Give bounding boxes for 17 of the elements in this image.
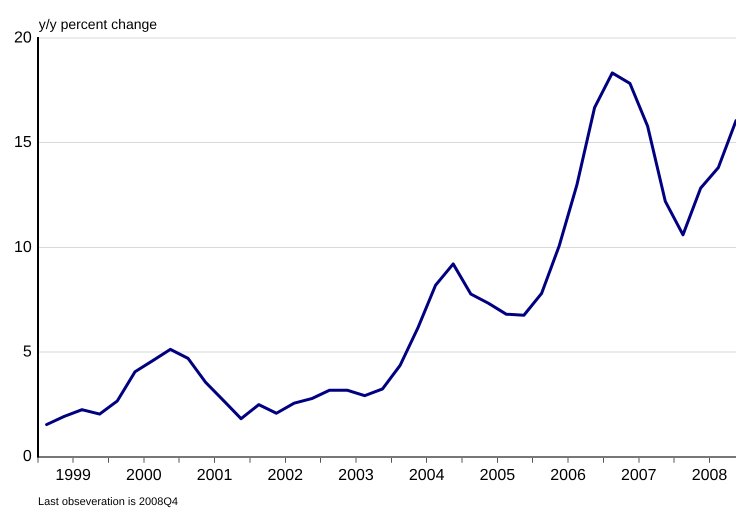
x-tick-label: 2002 xyxy=(267,466,304,484)
y-tick-label: 15 xyxy=(14,134,32,152)
y-tick-label: 5 xyxy=(22,344,32,361)
x-tick-label: 2008 xyxy=(692,466,728,484)
x-tick-label: 2007 xyxy=(620,466,657,484)
y-tick-label: 20 xyxy=(14,29,32,46)
x-tick-label: 2004 xyxy=(408,466,445,484)
y-tick-label: 0 xyxy=(22,448,32,466)
x-tick-label: 1999 xyxy=(55,466,92,484)
text: Last obseveration is 2008Q4 xyxy=(38,496,180,508)
x-tick-label: 2005 xyxy=(480,466,516,484)
y-tick-label: 10 xyxy=(14,238,32,256)
x-tick-label: 2000 xyxy=(126,466,162,484)
x-tick-label: 2003 xyxy=(338,466,374,484)
x-tick-label: 2001 xyxy=(196,466,232,484)
x-tick-label: 2006 xyxy=(550,466,586,484)
y-axis-title: y/y percent change xyxy=(38,16,158,32)
